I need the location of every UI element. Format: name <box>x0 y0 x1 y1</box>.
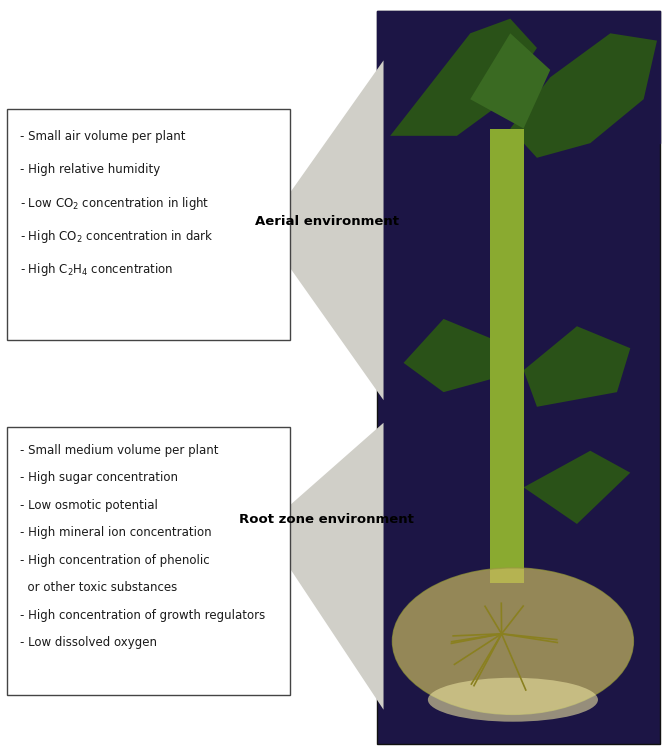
Text: - Low osmotic potential: - Low osmotic potential <box>20 499 158 512</box>
Text: - High mineral ion concentration: - High mineral ion concentration <box>20 526 211 539</box>
Polygon shape <box>470 33 550 128</box>
Text: Root zone environment: Root zone environment <box>239 513 414 526</box>
Text: - High concentration of growth regulators: - High concentration of growth regulator… <box>20 609 265 621</box>
Text: - High relative humidity: - High relative humidity <box>20 162 160 176</box>
Text: - Low dissolved oxygen: - Low dissolved oxygen <box>20 636 157 649</box>
Bar <box>377 11 660 744</box>
Ellipse shape <box>428 678 598 722</box>
Text: - High CO$_2$ concentration in dark: - High CO$_2$ concentration in dark <box>20 228 213 245</box>
Polygon shape <box>263 60 390 400</box>
Polygon shape <box>510 33 657 158</box>
FancyBboxPatch shape <box>7 109 290 340</box>
Polygon shape <box>404 319 497 392</box>
Polygon shape <box>524 326 630 407</box>
Text: - High sugar concentration: - High sugar concentration <box>20 471 178 485</box>
Text: - High C$_2$H$_4$ concentration: - High C$_2$H$_4$ concentration <box>20 260 173 278</box>
Polygon shape <box>390 19 537 136</box>
Polygon shape <box>524 451 630 524</box>
Text: - Small air volume per plant: - Small air volume per plant <box>20 130 185 143</box>
Bar <box>490 128 524 583</box>
Text: - Low CO$_2$ concentration in light: - Low CO$_2$ concentration in light <box>20 196 209 212</box>
FancyBboxPatch shape <box>7 427 290 695</box>
Text: - Small medium volume per plant: - Small medium volume per plant <box>20 444 219 457</box>
Text: Aerial environment: Aerial environment <box>255 214 399 228</box>
Text: or other toxic substances: or other toxic substances <box>20 581 177 594</box>
Ellipse shape <box>392 568 634 714</box>
Polygon shape <box>263 423 384 710</box>
Text: - High concentration of phenolic: - High concentration of phenolic <box>20 553 209 567</box>
